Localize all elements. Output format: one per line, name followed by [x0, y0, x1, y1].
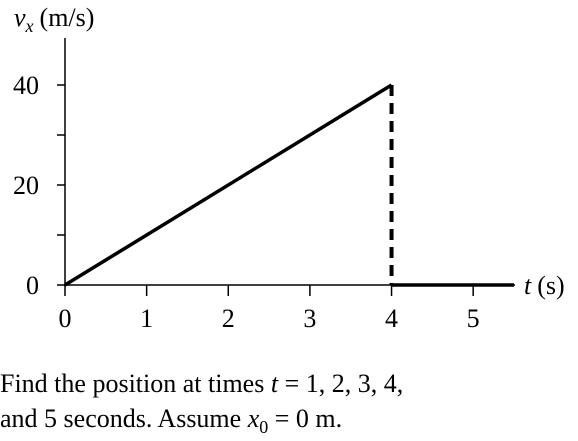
data-line [64, 83, 393, 287]
x-tick-label: 3 [303, 304, 316, 333]
y-tick-label: 40 [13, 71, 39, 100]
caption-line: and 5 seconds. Assume x0 = 0 m. [0, 404, 342, 437]
x-tick-label: 0 [59, 304, 72, 333]
y-tick-label: 20 [13, 171, 39, 200]
caption-line: Find the position at times t = 1, 2, 3, … [0, 369, 403, 398]
x-tick-label: 4 [385, 304, 398, 333]
y-tick-label: 0 [26, 271, 39, 300]
y-axis-label: vx (m/s) [14, 3, 94, 36]
x-tick-label: 1 [140, 304, 153, 333]
x-axis-label: t (s) [524, 271, 565, 300]
x-tick-label: 5 [467, 304, 480, 333]
x-tick-label: 2 [222, 304, 235, 333]
